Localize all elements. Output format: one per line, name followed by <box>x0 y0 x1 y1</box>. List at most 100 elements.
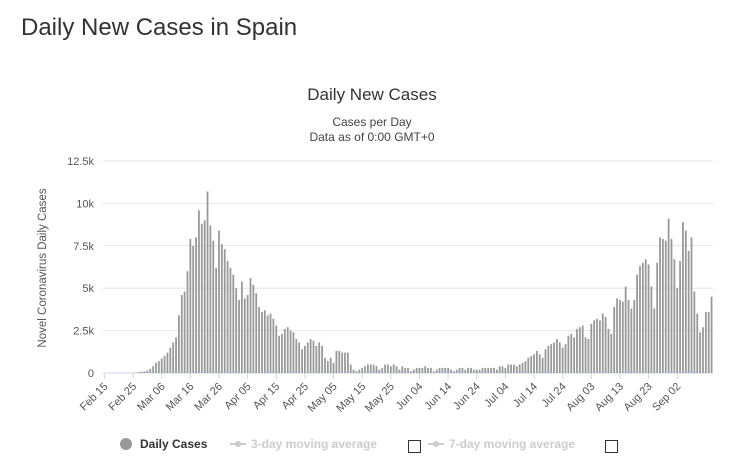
bar[interactable] <box>315 345 318 373</box>
bar[interactable] <box>407 367 409 373</box>
bar[interactable] <box>186 271 189 373</box>
bar[interactable] <box>415 367 418 373</box>
bar[interactable] <box>220 244 223 373</box>
bar[interactable] <box>478 369 481 373</box>
legend-item-daily-cases[interactable]: Daily Cases <box>120 437 207 451</box>
bar[interactable] <box>621 301 624 373</box>
bar[interactable] <box>341 352 344 373</box>
bar[interactable] <box>200 223 203 373</box>
bar[interactable] <box>490 367 492 373</box>
bar[interactable] <box>556 339 558 373</box>
bar[interactable] <box>189 239 192 373</box>
bar[interactable] <box>261 311 263 373</box>
bar[interactable] <box>169 347 172 373</box>
bar[interactable] <box>661 239 664 373</box>
bar[interactable] <box>513 364 515 373</box>
bar[interactable] <box>527 357 530 373</box>
bar[interactable] <box>684 230 687 373</box>
bar[interactable] <box>312 340 315 373</box>
bar[interactable] <box>401 366 404 373</box>
bar[interactable] <box>487 367 490 373</box>
bar[interactable] <box>435 369 438 373</box>
bar[interactable] <box>301 349 303 373</box>
bar[interactable] <box>458 367 461 373</box>
bar[interactable] <box>593 320 596 373</box>
bar[interactable] <box>596 318 598 373</box>
bar[interactable] <box>693 291 696 373</box>
bar[interactable] <box>461 367 464 373</box>
bar[interactable] <box>470 367 472 373</box>
bar[interactable] <box>266 315 269 373</box>
bar[interactable] <box>364 366 366 373</box>
bar[interactable] <box>329 357 332 373</box>
bar[interactable] <box>619 300 621 373</box>
bar[interactable] <box>530 356 533 373</box>
bar[interactable] <box>670 239 673 373</box>
bar[interactable] <box>656 262 659 373</box>
checkbox-3-day-average[interactable] <box>408 440 421 453</box>
bar[interactable] <box>601 313 604 373</box>
bar[interactable] <box>687 250 690 373</box>
bar[interactable] <box>175 337 177 373</box>
bar[interactable] <box>553 342 555 373</box>
bar[interactable] <box>304 345 306 373</box>
bar[interactable] <box>392 364 395 373</box>
bar[interactable] <box>518 364 521 373</box>
bar[interactable] <box>467 367 470 373</box>
bar[interactable] <box>676 288 679 373</box>
bar[interactable] <box>704 311 707 373</box>
bar[interactable] <box>252 284 255 373</box>
bar[interactable] <box>241 281 243 373</box>
bar[interactable] <box>501 366 504 373</box>
bar[interactable] <box>424 366 427 373</box>
bar[interactable] <box>576 328 578 373</box>
bar[interactable] <box>633 300 636 373</box>
bar[interactable] <box>209 225 212 373</box>
bar[interactable] <box>481 367 484 373</box>
bar[interactable] <box>146 370 149 373</box>
bar[interactable] <box>455 369 458 373</box>
bar[interactable] <box>653 308 656 373</box>
bar[interactable] <box>229 267 232 373</box>
bar[interactable] <box>587 339 590 373</box>
bar[interactable] <box>255 293 258 373</box>
bar[interactable] <box>298 342 301 373</box>
bar[interactable] <box>493 367 495 373</box>
bar[interactable] <box>484 367 487 373</box>
bar[interactable] <box>192 245 195 373</box>
bar[interactable] <box>570 333 573 373</box>
bar[interactable] <box>358 369 361 373</box>
bar[interactable] <box>707 311 710 373</box>
bar[interactable] <box>472 369 475 373</box>
bar[interactable] <box>679 261 681 373</box>
bar[interactable] <box>203 220 206 373</box>
bar[interactable] <box>286 327 289 373</box>
bar[interactable] <box>318 342 321 373</box>
bar[interactable] <box>398 369 401 373</box>
bar[interactable] <box>226 261 229 373</box>
bar[interactable] <box>140 371 143 373</box>
bar[interactable] <box>238 300 240 373</box>
bar[interactable] <box>352 369 355 373</box>
bar[interactable] <box>495 369 498 373</box>
bar[interactable] <box>627 300 630 373</box>
bar[interactable] <box>475 369 478 373</box>
bar[interactable] <box>515 366 518 373</box>
bar[interactable] <box>389 366 392 373</box>
bar[interactable] <box>541 357 544 373</box>
bar[interactable] <box>444 367 447 373</box>
bar[interactable] <box>564 344 567 373</box>
bar[interactable] <box>212 240 215 373</box>
bar[interactable] <box>206 191 209 373</box>
bar[interactable] <box>507 364 510 373</box>
bar[interactable] <box>682 222 684 373</box>
bar[interactable] <box>521 362 524 373</box>
bar[interactable] <box>544 349 547 373</box>
bar[interactable] <box>464 369 467 373</box>
bar[interactable] <box>452 371 455 373</box>
bar[interactable] <box>295 339 298 373</box>
bar[interactable] <box>450 369 452 373</box>
bar[interactable] <box>183 291 186 373</box>
bar[interactable] <box>604 317 607 373</box>
bar[interactable] <box>710 296 713 373</box>
